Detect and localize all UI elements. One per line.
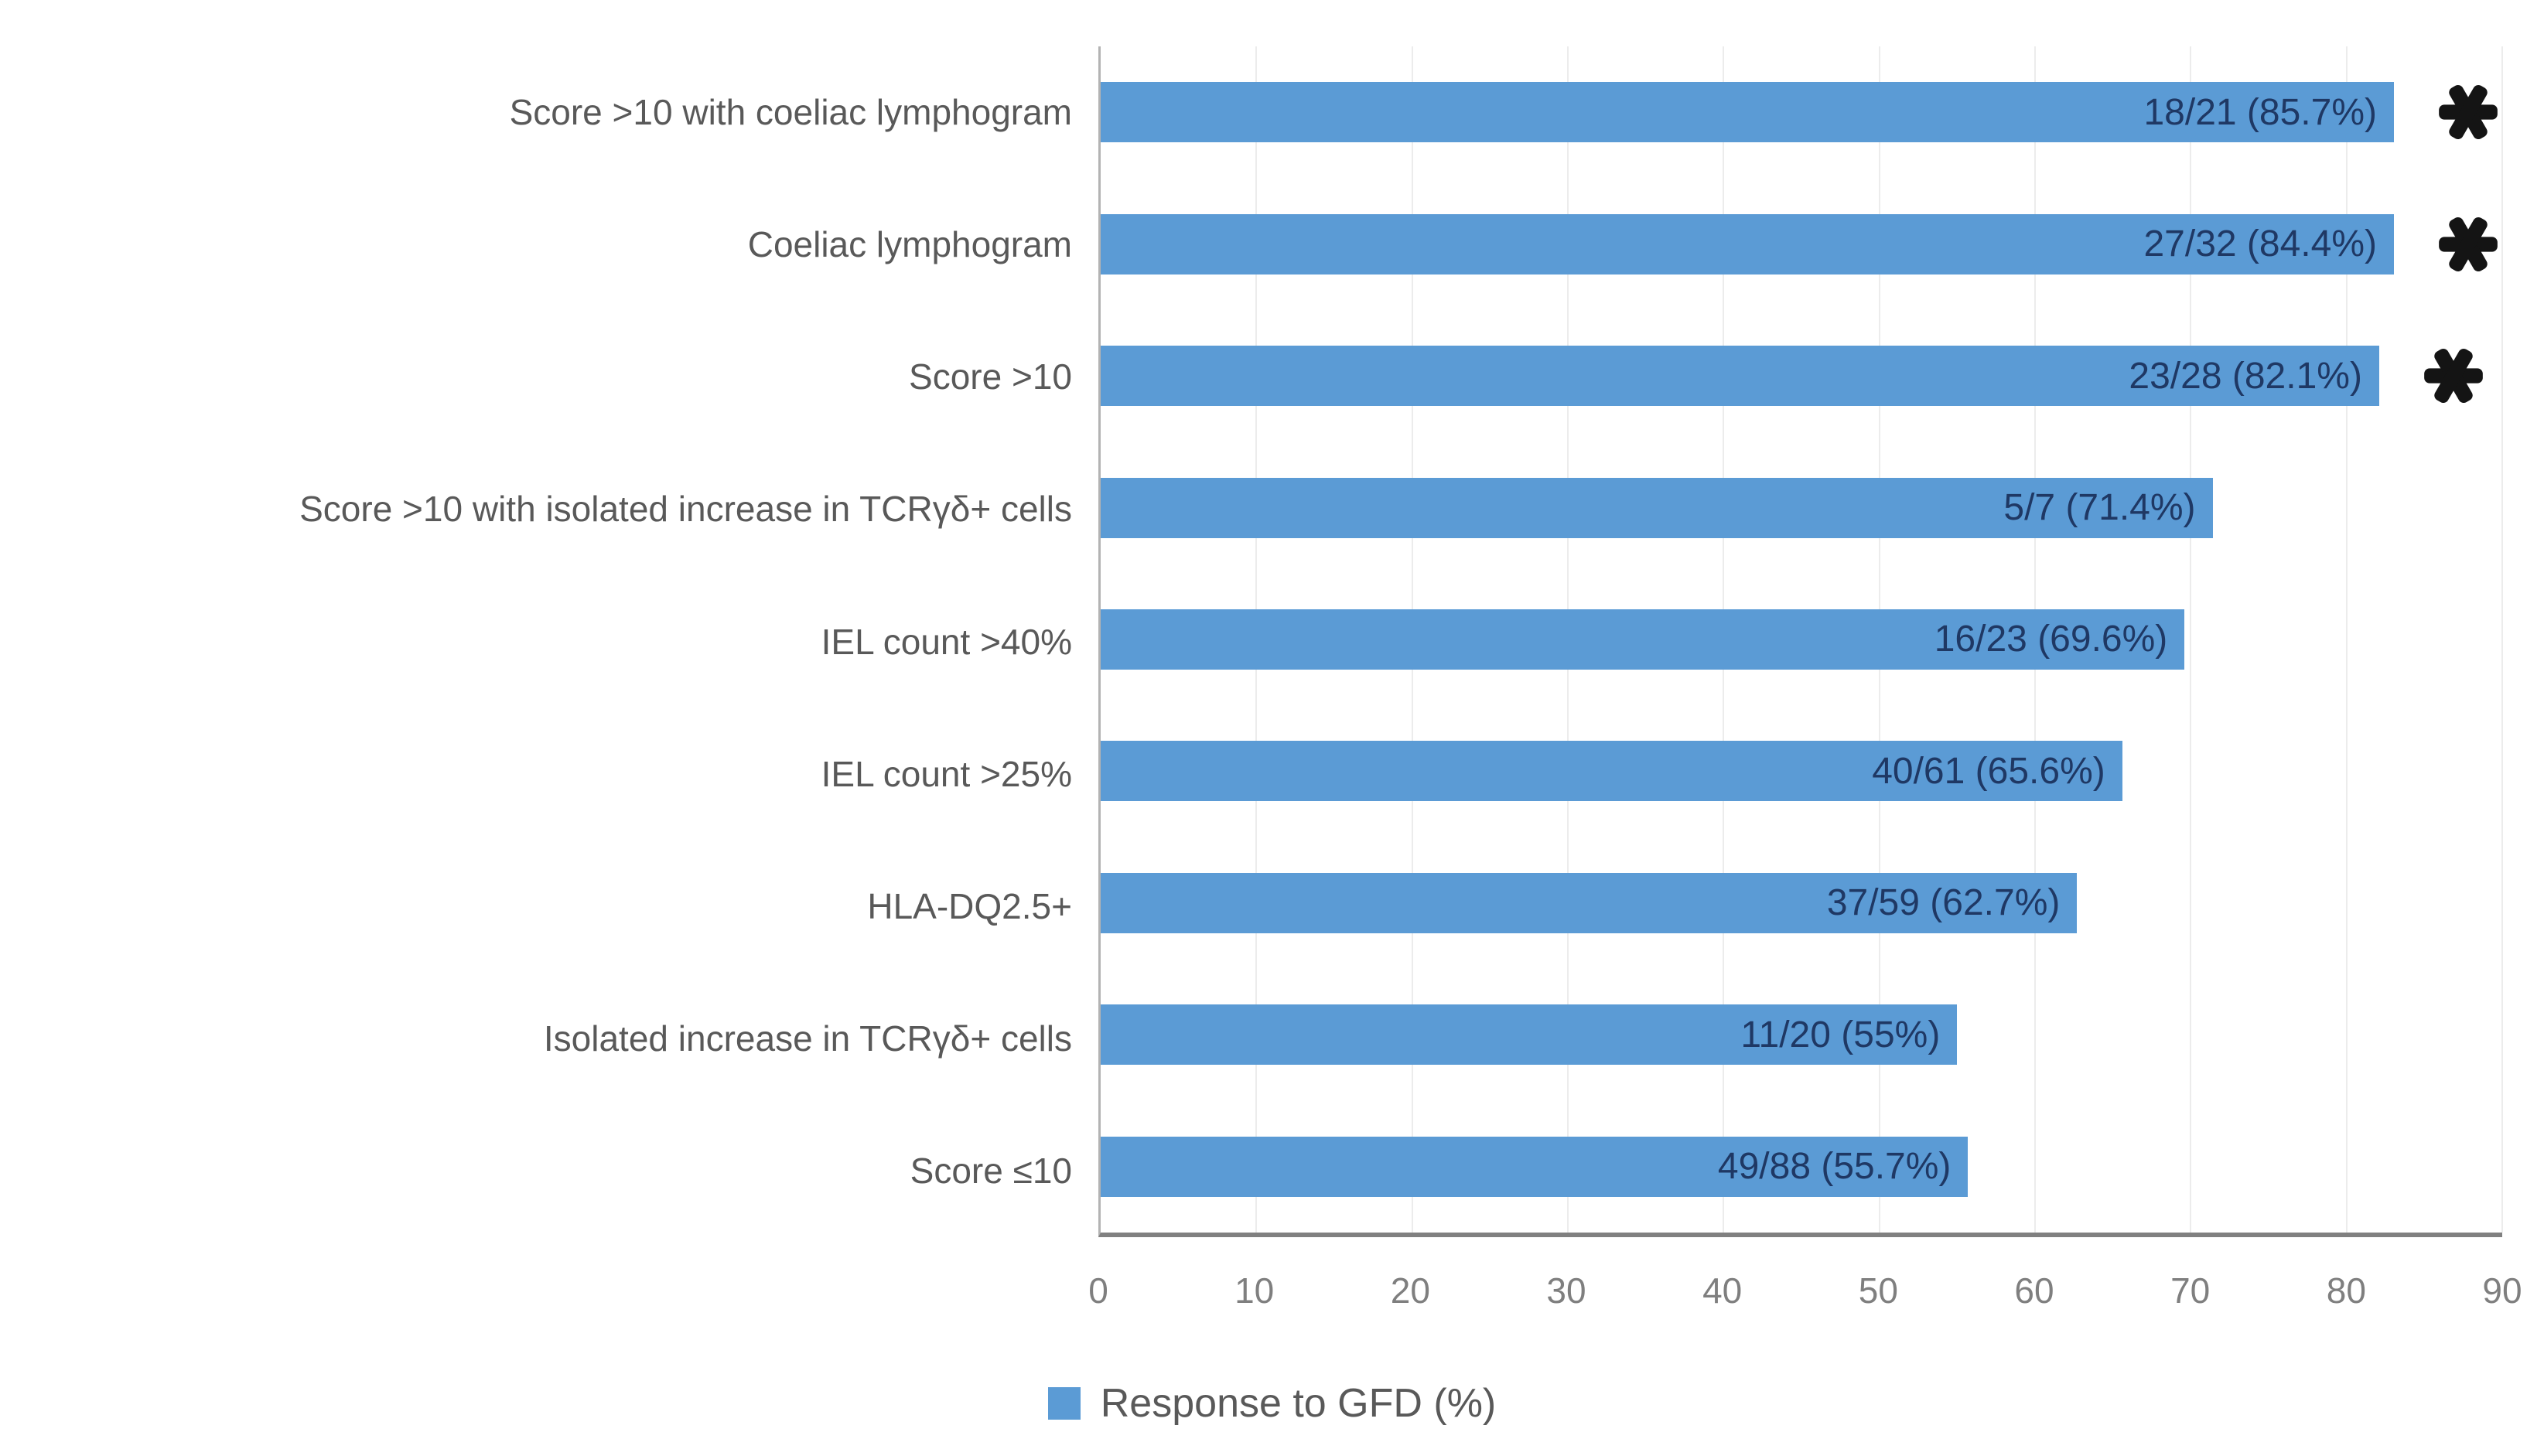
legend-swatch-icon [1047, 1387, 1081, 1420]
gridline [2190, 46, 2192, 1233]
gridline [2345, 46, 2348, 1233]
category-label: IEL count >25% [821, 753, 1072, 794]
category-label: Coeliac lymphogram [747, 224, 1072, 265]
bar-row: 40/61 (65.6%) [1101, 705, 2502, 837]
gridline [2501, 46, 2503, 1233]
legend: Response to GFD (%) [0, 1369, 2544, 1438]
bar-row: 23/28 (82.1%) [1101, 310, 2502, 442]
x-tick-label: 50 [1858, 1270, 1898, 1311]
bar: 16/23 (69.6%) [1101, 609, 2185, 670]
x-tick-label: 10 [1234, 1270, 1275, 1311]
bar-value-label: 18/21 (85.7%) [2143, 91, 2377, 133]
category-label: IEL count >40% [821, 621, 1072, 662]
bar-value-label: 27/32 (84.4%) [2143, 223, 2377, 265]
bar-rows: 18/21 (85.7%) 27/32 (84.4%) 23/28 (82.1%… [1101, 46, 2502, 1233]
category-label: Score ≤10 [910, 1150, 1072, 1191]
x-tick-label: 60 [2014, 1270, 2054, 1311]
bar: 11/20 (55%) [1101, 1004, 1958, 1066]
category-label: Score >10 [909, 356, 1072, 397]
category-axis: Score >10 with coeliac lymphogram Coeliac… [0, 46, 1098, 1237]
category-label: Score >10 with coeliac lymphogram [509, 92, 1072, 133]
bar-value-label: 5/7 (71.4%) [2003, 487, 2196, 529]
significance-asterisk-icon [2424, 349, 2483, 404]
plot-area: 18/21 (85.7%) 27/32 (84.4%) 23/28 (82.1%… [1098, 46, 2503, 1237]
bar: 49/88 (55.7%) [1101, 1136, 1969, 1197]
bar-row: 5/7 (71.4%) [1101, 442, 2502, 573]
bar-row: 16/23 (69.6%) [1101, 574, 2502, 705]
significance-asterisk-icon [2439, 217, 2498, 271]
bar-row: 11/20 (55%) [1101, 969, 2502, 1100]
bar: 18/21 (85.7%) [1101, 82, 2394, 143]
bar-row: 37/59 (62.7%) [1101, 837, 2502, 969]
category-label: HLA-DQ2.5+ [867, 885, 1072, 926]
category-label: Score >10 with isolated increase in TCRγ… [299, 489, 1072, 530]
bar-value-label: 37/59 (62.7%) [1826, 882, 2061, 924]
x-tick-label: 20 [1390, 1270, 1430, 1311]
x-tick-label: 0 [1088, 1270, 1108, 1311]
x-tick-label: 80 [2326, 1270, 2366, 1311]
x-tick-label: 30 [1546, 1270, 1586, 1311]
bar-row: 49/88 (55.7%) [1101, 1101, 2502, 1233]
bar: 23/28 (82.1%) [1101, 346, 2379, 407]
bar-value-label: 11/20 (55%) [1740, 1014, 1941, 1055]
x-tick-label: 70 [2170, 1270, 2211, 1311]
bar: 40/61 (65.6%) [1101, 741, 2122, 802]
x-axis-tick-labels: 0 10 20 30 40 50 60 70 80 90 [1088, 1270, 2522, 1332]
bar-row: 27/32 (84.4%) [1101, 178, 2502, 309]
bar-value-label: 23/28 (82.1%) [2129, 355, 2362, 397]
bar-value-label: 49/88 (55.7%) [1717, 1146, 1952, 1188]
bar-value-label: 16/23 (69.6%) [1934, 619, 2168, 660]
bar-value-label: 40/61 (65.6%) [1872, 750, 2105, 792]
bar: 27/32 (84.4%) [1101, 213, 2394, 274]
legend-label: Response to GFD (%) [1100, 1381, 1497, 1426]
category-label: Isolated increase in TCRγδ+ cells [543, 1018, 1072, 1059]
bar: 5/7 (71.4%) [1101, 477, 2213, 538]
significance-asterisk-icon [2439, 85, 2498, 140]
x-tick-label: 90 [2482, 1270, 2522, 1311]
bar: 37/59 (62.7%) [1101, 872, 2078, 933]
x-tick-label: 40 [1702, 1270, 1743, 1311]
bar-row: 18/21 (85.7%) [1101, 46, 2502, 178]
